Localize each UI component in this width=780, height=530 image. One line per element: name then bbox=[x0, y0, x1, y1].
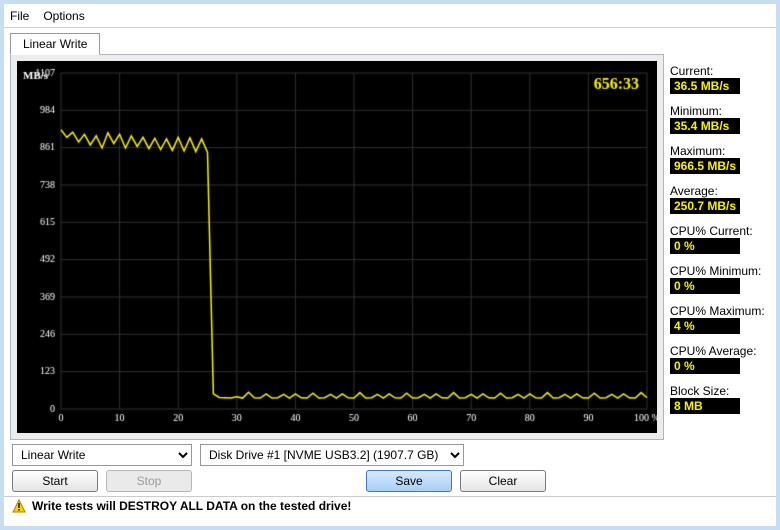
stat-current-label: Current: bbox=[670, 64, 770, 78]
stat-average-value: 250.7 MB/s bbox=[670, 198, 740, 214]
stat-average: Average: 250.7 MB/s bbox=[670, 184, 770, 214]
stat-average-label: Average: bbox=[670, 184, 770, 198]
stat-cpu-maximum-label: CPU% Maximum: bbox=[670, 304, 770, 318]
stat-current-value: 36.5 MB/s bbox=[670, 78, 740, 94]
warning-text: Write tests will DESTROY ALL DATA on the… bbox=[32, 499, 351, 513]
stat-cpu-average-value: 0 % bbox=[670, 358, 740, 374]
stat-block-size-label: Block Size: bbox=[670, 384, 770, 398]
menu-bar: File Options bbox=[4, 4, 776, 28]
stat-cpu-minimum-label: CPU% Minimum: bbox=[670, 264, 770, 278]
stat-cpu-average-label: CPU% Average: bbox=[670, 344, 770, 358]
clear-button[interactable]: Clear bbox=[460, 470, 546, 492]
stat-cpu-minimum-value: 0 % bbox=[670, 278, 740, 294]
warning-bar: Write tests will DESTROY ALL DATA on the… bbox=[4, 496, 776, 515]
menu-file[interactable]: File bbox=[10, 9, 29, 23]
buttons-row: Start Stop Save Clear bbox=[4, 470, 776, 496]
start-button[interactable]: Start bbox=[12, 470, 98, 492]
stat-cpu-maximum-value: 4 % bbox=[670, 318, 740, 334]
stat-cpu-minimum: CPU% Minimum: 0 % bbox=[670, 264, 770, 294]
stat-maximum-value: 966.5 MB/s bbox=[670, 158, 740, 174]
stat-minimum-label: Minimum: bbox=[670, 104, 770, 118]
selectors-row: Linear Write Disk Drive #1 [NVME USB3.2]… bbox=[4, 440, 776, 470]
stat-cpu-maximum: CPU% Maximum: 4 % bbox=[670, 304, 770, 334]
stats-panel: Current: 36.5 MB/s Minimum: 35.4 MB/s Ma… bbox=[670, 54, 770, 440]
chart-panel bbox=[10, 54, 664, 440]
speed-chart bbox=[17, 61, 657, 433]
tab-linear-write[interactable]: Linear Write bbox=[10, 33, 100, 55]
save-button[interactable]: Save bbox=[366, 470, 452, 492]
stat-minimum-value: 35.4 MB/s bbox=[670, 118, 740, 134]
stat-cpu-average: CPU% Average: 0 % bbox=[670, 344, 770, 374]
warning-icon bbox=[12, 499, 26, 513]
stop-button[interactable]: Stop bbox=[106, 470, 192, 492]
tab-strip: Linear Write bbox=[4, 28, 776, 54]
stat-minimum: Minimum: 35.4 MB/s bbox=[670, 104, 770, 134]
app-window: File Options Linear Write Current: 36.5 … bbox=[4, 4, 776, 526]
stat-cpu-current-label: CPU% Current: bbox=[670, 224, 770, 238]
stat-block-size-value: 8 MB bbox=[670, 398, 740, 414]
stat-cpu-current: CPU% Current: 0 % bbox=[670, 224, 770, 254]
stat-cpu-current-value: 0 % bbox=[670, 238, 740, 254]
drive-select[interactable]: Disk Drive #1 [NVME USB3.2] (1907.7 GB) bbox=[200, 444, 464, 466]
test-type-select[interactable]: Linear Write bbox=[12, 444, 192, 466]
stat-current: Current: 36.5 MB/s bbox=[670, 64, 770, 94]
stat-maximum: Maximum: 966.5 MB/s bbox=[670, 144, 770, 174]
stat-block-size: Block Size: 8 MB bbox=[670, 384, 770, 414]
menu-options[interactable]: Options bbox=[43, 9, 84, 23]
stat-maximum-label: Maximum: bbox=[670, 144, 770, 158]
